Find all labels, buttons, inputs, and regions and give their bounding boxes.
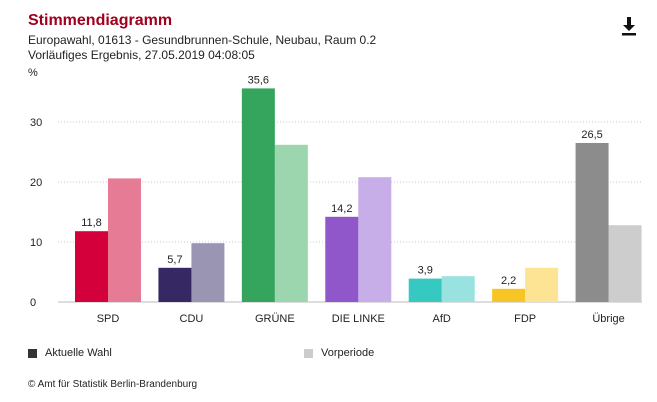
data-label: 14,2 xyxy=(331,203,352,215)
y-tick-label: 30 xyxy=(30,117,42,129)
bar-current-cdu[interactable] xyxy=(158,267,192,302)
legend-swatch-previous xyxy=(304,348,313,358)
data-label: 5,7 xyxy=(167,254,182,266)
bar-previous-grüne[interactable] xyxy=(274,144,308,302)
bar-current-die-linke[interactable] xyxy=(325,216,359,302)
legend-item-previous: Vorperiode xyxy=(304,347,374,359)
data-label: 26,5 xyxy=(581,129,602,141)
download-icon xyxy=(622,17,636,36)
x-tick-label: AfD xyxy=(433,313,451,325)
x-tick-label: GRÜNE xyxy=(255,313,295,325)
data-label: 35,6 xyxy=(248,74,269,86)
x-tick-label: SPD xyxy=(97,313,120,325)
x-tick-label: DIE LINKE xyxy=(332,313,385,325)
bar-previous-die-linke[interactable] xyxy=(358,177,392,302)
bar-current-übrige[interactable] xyxy=(575,143,609,302)
y-tick-label: 10 xyxy=(30,237,42,249)
bar-previous-afd[interactable] xyxy=(441,276,475,302)
legend-label-previous: Vorperiode xyxy=(321,347,375,359)
x-tick-label: Übrige xyxy=(592,313,624,325)
legend-item-current: Aktuelle Wahl xyxy=(28,347,112,359)
data-label: 2,2 xyxy=(501,275,516,287)
bar-current-fdp[interactable] xyxy=(492,288,526,302)
chart-subtitle-status: Vorläufiges Ergebnis, 27.05.2019 04:08:0… xyxy=(28,48,255,62)
download-button[interactable] xyxy=(619,15,639,37)
bar-previous-übrige[interactable] xyxy=(608,225,642,302)
legend-swatch-current xyxy=(28,348,37,358)
bar-current-spd[interactable] xyxy=(75,231,108,302)
bar-previous-spd[interactable] xyxy=(108,178,141,302)
copyright-footer: © Amt für Statistik Berlin-Brandenburg xyxy=(28,379,198,390)
y-tick-label: 20 xyxy=(30,177,42,189)
chart-title: Stimmendiagramm xyxy=(28,12,173,29)
y-axis-unit: % xyxy=(28,67,38,79)
bar-previous-cdu[interactable] xyxy=(191,243,225,302)
bar-previous-fdp[interactable] xyxy=(525,267,559,302)
data-label: 11,8 xyxy=(81,217,102,229)
bar-current-grüne[interactable] xyxy=(241,88,275,303)
legend-label-current: Aktuelle Wahl xyxy=(45,347,112,359)
x-tick-label: FDP xyxy=(514,313,536,325)
x-tick-label: CDU xyxy=(180,313,204,325)
bar-current-afd[interactable] xyxy=(408,278,442,302)
y-tick-label: 0 xyxy=(30,297,36,309)
chart-subtitle-election: Europawahl, 01613 - Gesundbrunnen-Schule… xyxy=(28,33,377,47)
data-label: 3,9 xyxy=(418,265,433,277)
